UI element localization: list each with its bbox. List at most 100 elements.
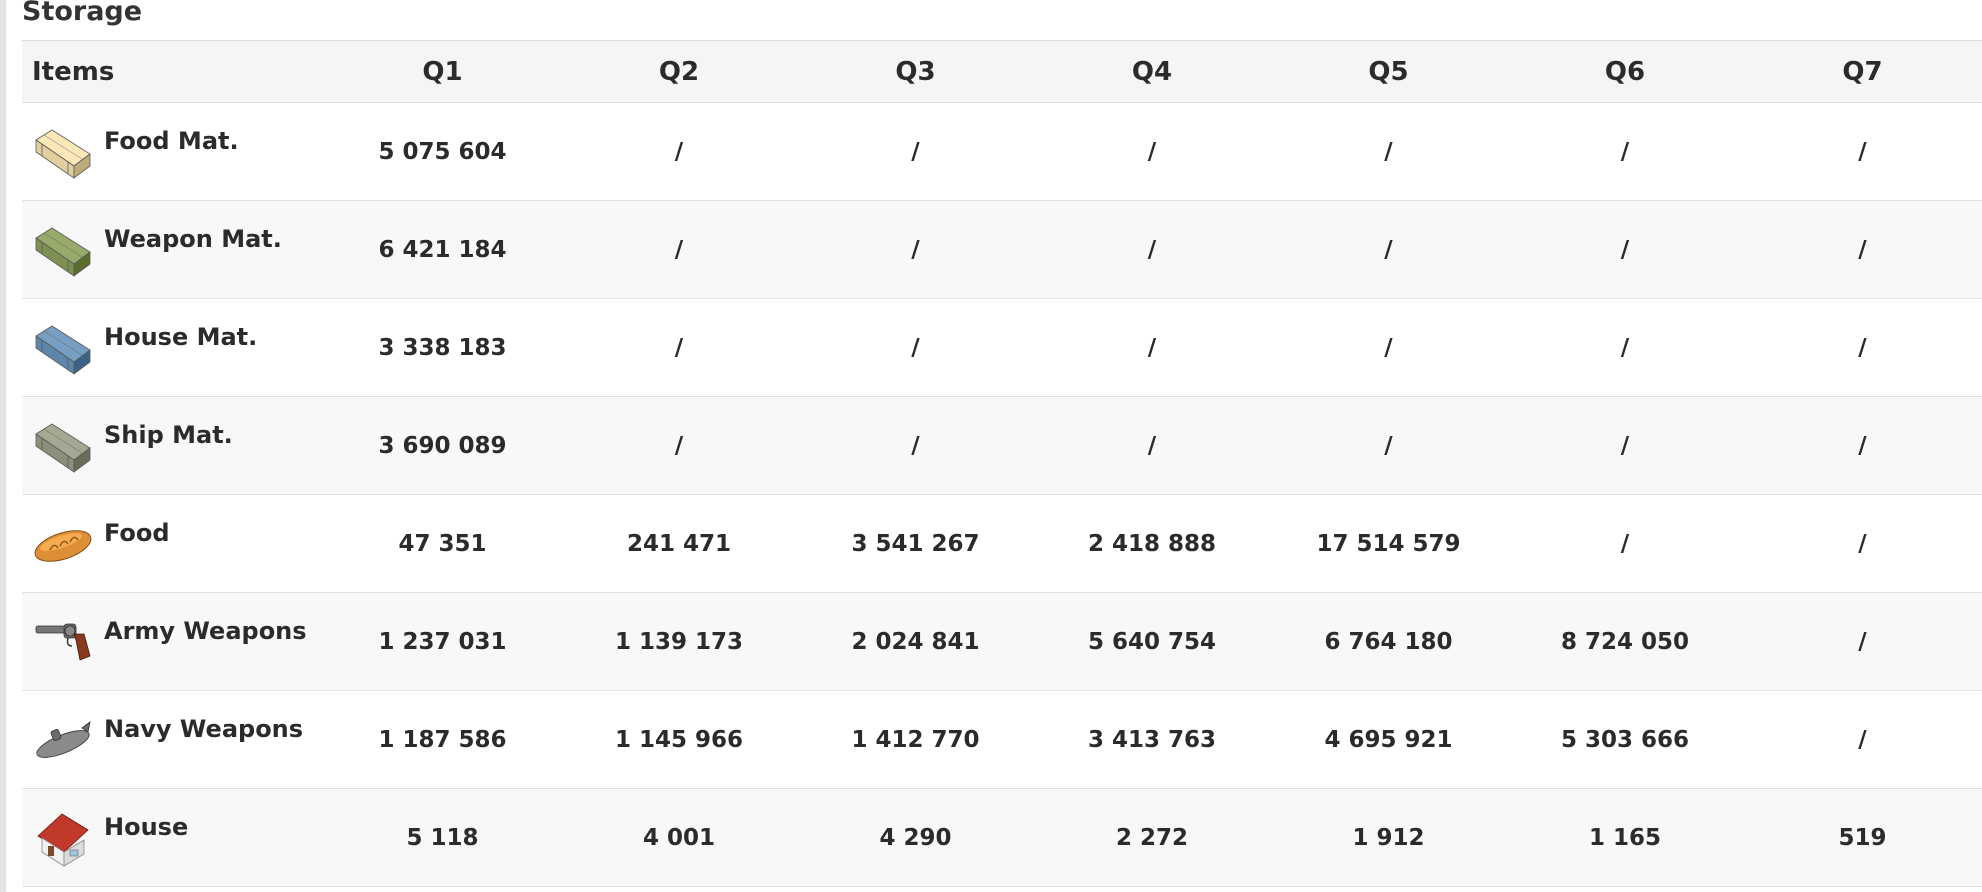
quantity-q1: 1 187 586 — [378, 726, 507, 753]
header-q3: Q3 — [895, 56, 936, 87]
item-name-cell: Navy Weapons — [22, 691, 324, 789]
header-q7: Q7 — [1842, 56, 1883, 87]
weapon-materials-crate-icon — [32, 218, 94, 280]
table-row: Army Weapons 1 237 031 1 139 173 2 024 841 5… — [22, 592, 1982, 691]
section-title: Storage — [22, 0, 143, 27]
quantity-q2: / — [674, 138, 684, 165]
quantity-q6: / — [1620, 334, 1630, 361]
quantity-q2: 1 139 173 — [614, 628, 744, 655]
quantity-q3: / — [911, 236, 920, 263]
quantity-q1: 3 338 183 — [378, 334, 507, 361]
storage-table: Items Q1 Q2 Q3 Q4 Q5 Q6 Q7 Food Mat. 5 07… — [22, 40, 1982, 887]
table-row: Food 47 351 241 471 3 541 267 2 418 888 17 51… — [22, 495, 1982, 593]
quantity-q3: 4 290 — [879, 824, 952, 851]
quantity-q5: 17 514 579 — [1316, 530, 1461, 557]
quantity-q7: / — [1858, 726, 1867, 753]
quantity-q4: 3 413 763 — [1087, 726, 1217, 753]
item-name: Navy Weapons — [104, 714, 304, 743]
quantity-q4: / — [1147, 236, 1157, 263]
table-row: Ship Mat. 3 690 089 / / / / / / — [22, 396, 1982, 495]
quantity-q3: 3 541 267 — [851, 530, 980, 557]
header-items: Items — [32, 56, 115, 87]
quantity-q7: 519 — [1838, 824, 1887, 851]
quantity-q7: / — [1858, 138, 1867, 165]
item-name: Ship Mat. — [104, 420, 233, 449]
quantity-q2: / — [674, 236, 684, 263]
quantity-q6: / — [1620, 432, 1630, 459]
quantity-q7: / — [1858, 432, 1867, 459]
quantity-q2: 4 001 — [642, 824, 716, 851]
quantity-q3: 2 024 841 — [851, 628, 980, 655]
submarine-icon — [32, 708, 94, 770]
quantity-q1: 6 421 184 — [378, 236, 507, 263]
quantity-q2: 241 471 — [626, 530, 732, 557]
quantity-q4: / — [1147, 334, 1157, 361]
item-name: Army Weapons — [104, 616, 307, 645]
quantity-q4: 2 418 888 — [1087, 530, 1217, 557]
item-name-cell: House — [22, 789, 324, 887]
left-border — [0, 0, 6, 892]
quantity-q6: / — [1620, 236, 1630, 263]
quantity-q5: / — [1384, 138, 1393, 165]
quantity-q2: / — [674, 334, 684, 361]
quantity-q1: 47 351 — [398, 530, 487, 557]
quantity-q7: / — [1858, 628, 1867, 655]
header-q6: Q6 — [1604, 56, 1646, 87]
table-row: House 5 118 4 001 4 290 2 272 1 912 1 165 519 — [22, 788, 1982, 887]
item-name: Food — [104, 518, 170, 547]
house-icon — [32, 806, 94, 868]
quantity-q2: 1 145 966 — [614, 726, 744, 753]
house-materials-crate-icon — [32, 316, 94, 378]
quantity-q4: / — [1147, 432, 1157, 459]
quantity-q1: 5 075 604 — [378, 138, 507, 165]
quantity-q5: 4 695 921 — [1324, 726, 1453, 753]
table-row: House Mat. 3 338 183 / / / / / / — [22, 299, 1982, 397]
ship-materials-crate-icon — [32, 414, 94, 476]
item-name-cell: Food — [22, 495, 324, 593]
table-header-row: Items Q1 Q2 Q3 Q4 Q5 Q6 Q7 — [22, 40, 1982, 103]
bread-icon — [32, 512, 94, 574]
revolver-icon — [32, 610, 94, 672]
header-q4: Q4 — [1131, 56, 1173, 87]
quantity-q3: / — [911, 432, 920, 459]
item-name-cell: Army Weapons — [22, 593, 324, 691]
quantity-q5: / — [1384, 334, 1393, 361]
quantity-q1: 1 237 031 — [378, 628, 507, 655]
quantity-q2: / — [674, 432, 684, 459]
item-name-cell: Food Mat. — [22, 103, 324, 201]
item-name-cell: Ship Mat. — [22, 397, 324, 495]
quantity-q3: / — [911, 334, 920, 361]
header-q5: Q5 — [1368, 56, 1409, 87]
food-materials-crate-icon — [32, 120, 94, 182]
quantity-q5: 1 912 — [1352, 824, 1425, 851]
quantity-q6: / — [1620, 138, 1630, 165]
quantity-q4: / — [1147, 138, 1157, 165]
quantity-q5: / — [1384, 432, 1393, 459]
table-row: Weapon Mat. 6 421 184 / / / / / / — [22, 200, 1982, 299]
quantity-q3: / — [911, 138, 920, 165]
item-name: Food Mat. — [104, 126, 239, 155]
quantity-q6: 1 165 — [1588, 824, 1662, 851]
header-q1: Q1 — [422, 56, 463, 87]
table-row: Navy Weapons 1 187 586 1 145 966 1 412 770 3… — [22, 691, 1982, 789]
quantity-q5: / — [1384, 236, 1393, 263]
quantity-q4: 5 640 754 — [1087, 628, 1217, 655]
quantity-q5: 6 764 180 — [1324, 628, 1453, 655]
item-name-cell: Weapon Mat. — [22, 201, 324, 299]
table-row: Food Mat. 5 075 604 / / / / / / — [22, 103, 1982, 201]
item-name: House Mat. — [104, 322, 258, 351]
item-name-cell: House Mat. — [22, 299, 324, 397]
item-name: Weapon Mat. — [104, 224, 282, 253]
quantity-q7: / — [1858, 236, 1867, 263]
quantity-q6: 5 303 666 — [1560, 726, 1690, 753]
item-name: House — [104, 812, 189, 841]
quantity-q1: 5 118 — [406, 824, 479, 851]
quantity-q4: 2 272 — [1115, 824, 1189, 851]
quantity-q6: 8 724 050 — [1560, 628, 1690, 655]
quantity-q7: / — [1858, 530, 1867, 557]
quantity-q7: / — [1858, 334, 1867, 361]
quantity-q6: / — [1620, 530, 1630, 557]
quantity-q1: 3 690 089 — [378, 432, 507, 459]
header-q2: Q2 — [658, 56, 700, 87]
quantity-q3: 1 412 770 — [851, 726, 980, 753]
